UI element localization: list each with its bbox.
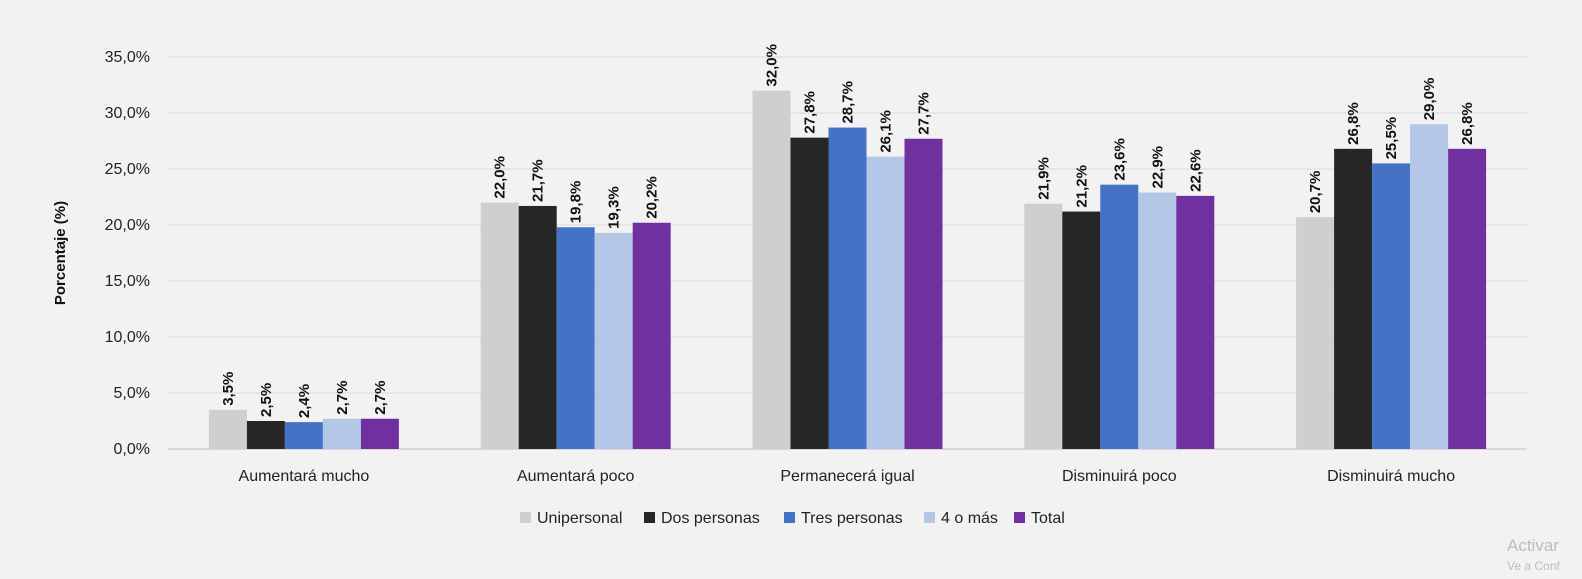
- bar: [1334, 148, 1373, 449]
- bar: [518, 205, 557, 449]
- bars: [208, 90, 1487, 449]
- data-label: 2,7%: [334, 381, 351, 415]
- x-category-label: Disminuirá poco: [1062, 468, 1177, 485]
- bar: [1176, 195, 1215, 449]
- x-category-label: Aumentará mucho: [239, 468, 370, 485]
- legend-swatch: [520, 512, 531, 523]
- bar: [828, 127, 867, 449]
- bar: [790, 137, 829, 449]
- data-label: 25,5%: [1383, 117, 1400, 160]
- bar: [1100, 184, 1139, 449]
- x-axis-categories: Aumentará mucho Aumentará poco Permanecerá…: [239, 468, 1456, 485]
- data-label: 29,0%: [1421, 78, 1438, 121]
- legend-label: 4 o más: [941, 510, 998, 527]
- data-label: 26,8%: [1345, 102, 1362, 145]
- data-label: 3,5%: [220, 372, 237, 406]
- bar: [1062, 211, 1101, 449]
- bar: [1448, 148, 1487, 449]
- y-axis-ticks: 0,0% 5,0% 10,0% 15,0% 20,0% 25,0% 30,0% 35,0%: [105, 49, 150, 458]
- bar: [322, 418, 361, 449]
- data-label: 19,8%: [568, 181, 585, 224]
- bar: [284, 422, 323, 449]
- legend-swatch: [1014, 512, 1025, 523]
- bar: [1410, 124, 1449, 449]
- bar: [1024, 203, 1063, 449]
- y-tick-label: 35,0%: [105, 49, 150, 66]
- data-label: 19,3%: [606, 186, 623, 229]
- data-label: 2,4%: [296, 384, 313, 418]
- data-label: 2,5%: [258, 383, 275, 417]
- data-label: 26,1%: [878, 110, 895, 153]
- bar: [480, 202, 519, 449]
- y-tick-label: 15,0%: [105, 273, 150, 290]
- bar: [594, 232, 633, 449]
- data-label: 26,8%: [1459, 102, 1476, 145]
- data-label: 22,9%: [1149, 146, 1166, 189]
- data-label: 28,7%: [840, 81, 857, 124]
- data-label: 21,9%: [1035, 157, 1052, 200]
- legend-swatch: [784, 512, 795, 523]
- bar: [1138, 192, 1177, 449]
- legend-label: Total: [1031, 510, 1065, 527]
- y-tick-label: 0,0%: [114, 441, 150, 458]
- y-axis-title: Porcentaje (%): [52, 201, 69, 305]
- watermark-line2: Ve a Conf: [1507, 559, 1560, 573]
- bar: [360, 418, 399, 449]
- bar: [1372, 163, 1411, 449]
- data-label: 21,7%: [530, 159, 547, 202]
- data-label: 21,2%: [1073, 165, 1090, 208]
- y-tick-label: 5,0%: [114, 385, 150, 402]
- legend-label: Unipersonal: [537, 510, 622, 527]
- bar: [556, 227, 595, 449]
- bar: [246, 421, 285, 449]
- legend-label: Tres personas: [801, 510, 903, 527]
- data-label: 27,8%: [802, 91, 819, 134]
- x-category-label: Permanecerá igual: [780, 468, 914, 485]
- bar: [208, 409, 247, 449]
- bar: [904, 138, 943, 449]
- data-label: 23,6%: [1111, 138, 1128, 181]
- legend-swatch: [924, 512, 935, 523]
- bar: [866, 156, 905, 449]
- watermark-line1: Activar: [1507, 536, 1559, 555]
- y-tick-label: 30,0%: [105, 105, 150, 122]
- y-tick-label: 25,0%: [105, 161, 150, 178]
- data-label: 27,7%: [916, 92, 933, 135]
- x-category-label: Aumentará poco: [517, 468, 635, 485]
- legend-swatch: [644, 512, 655, 523]
- legend-label: Dos personas: [661, 510, 760, 527]
- data-label: 20,2%: [644, 176, 661, 219]
- bar: [1296, 217, 1335, 449]
- data-label: 22,0%: [492, 156, 509, 199]
- data-labels: 3,5% 2,5% 2,4% 2,7% 2,7% 22,0% 21,7% 19,8% 19,3%…: [220, 44, 1476, 418]
- data-label: 20,7%: [1307, 171, 1324, 214]
- activation-watermark: Activar Ve a Conf: [1507, 536, 1582, 579]
- data-label: 2,7%: [372, 381, 389, 415]
- y-tick-label: 10,0%: [105, 329, 150, 346]
- data-label: 32,0%: [764, 44, 781, 87]
- y-tick-label: 20,0%: [105, 217, 150, 234]
- data-label: 22,6%: [1187, 149, 1204, 192]
- legend: Unipersonal Dos personas Tres personas 4 o …: [520, 510, 1065, 527]
- bar: [632, 222, 671, 449]
- bar: [752, 90, 791, 449]
- x-category-label: Disminuirá mucho: [1327, 468, 1455, 485]
